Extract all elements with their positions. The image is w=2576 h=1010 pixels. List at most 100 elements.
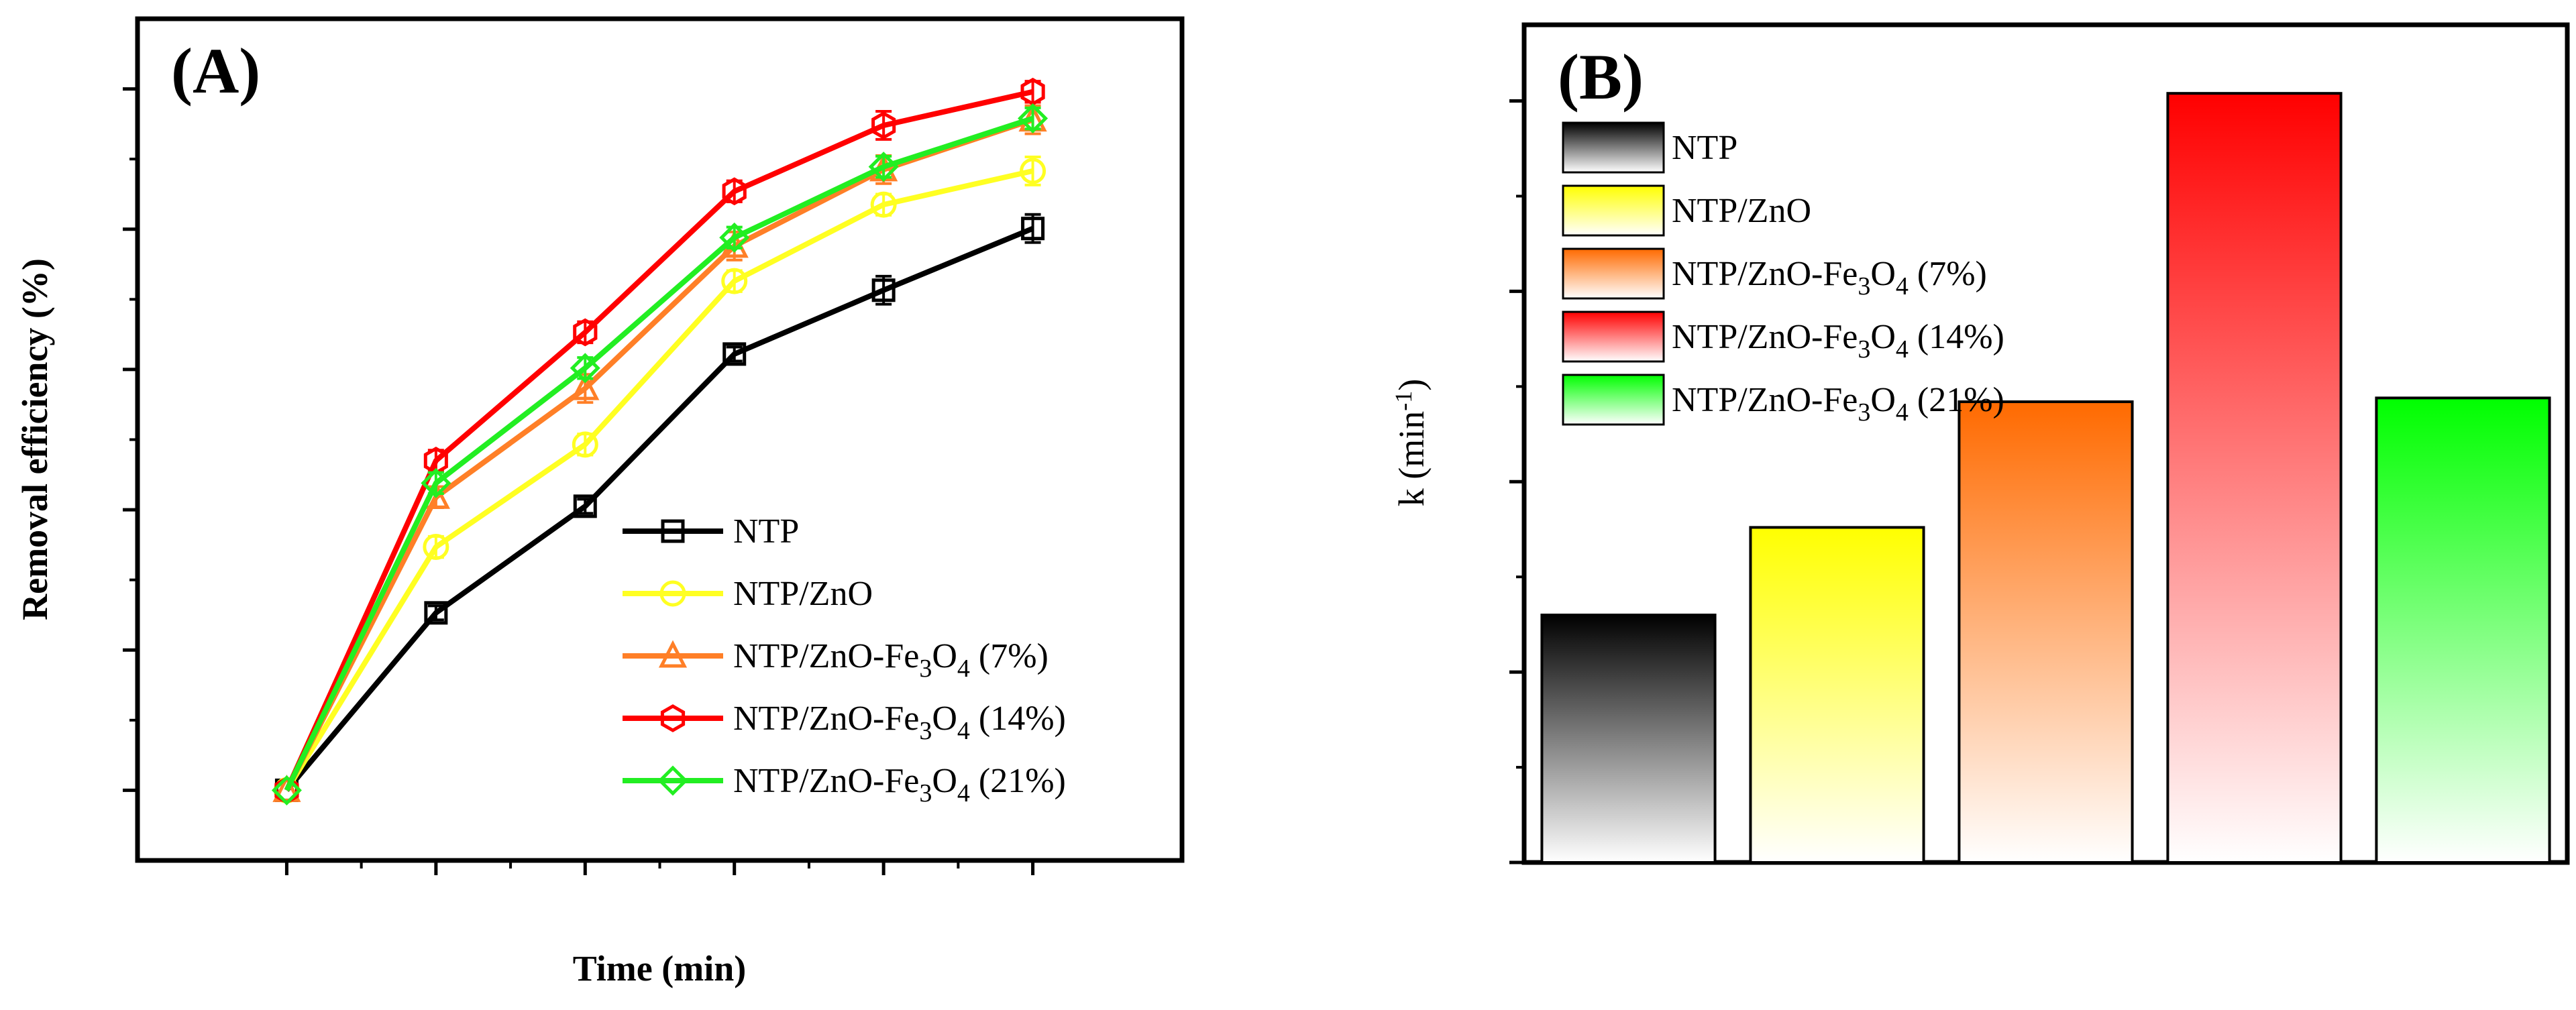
panel-a-legend-label-sub1: 3	[919, 717, 932, 745]
panel-a-data-point	[719, 222, 750, 253]
panel-a-legend-label-base: NTP/ZnO-Fe	[733, 637, 919, 675]
panel-a-data-point	[722, 342, 747, 366]
panel-b-legend-label-mid: O	[1870, 255, 1896, 293]
panel-a-data-point	[1018, 103, 1049, 134]
panel-a-data-point	[423, 534, 449, 561]
panel-b-bars-group	[1540, 92, 2551, 864]
panel-b-legend-label-sub1: 3	[1858, 398, 1870, 427]
panel-b-y-ticks	[1509, 99, 1524, 864]
panel-b-y-axis-title-superscript: -1	[1390, 391, 1417, 411]
panel-b-legend-label-mid: O	[1870, 381, 1896, 419]
panel-b-bar-0	[1540, 613, 1717, 864]
panel-b-y-axis-title-base: k (min	[1391, 411, 1432, 507]
panel-a-legend-label: NTP/ZnO-Fe3O4 (21%)	[733, 762, 1066, 807]
panel-a-series-3	[274, 77, 1045, 805]
panel-a-data-point	[722, 177, 747, 206]
panel-b-legend-label: NTP/ZnO-Fe3O4 (7%)	[1672, 255, 1987, 300]
panel-b-legend-label: NTP/ZnO-Fe3O4 (21%)	[1672, 381, 2004, 427]
panel-b-legend-label-base: NTP/ZnO	[1672, 192, 1811, 230]
panel-b-legend-label: NTP	[1672, 129, 1737, 167]
panel-a-data-point	[870, 191, 897, 218]
panel-a-legend-label-mid: O	[932, 762, 957, 800]
panel-b-legend-label-mid: O	[1870, 318, 1896, 356]
panel-a-legend-label-sub2: 4	[957, 717, 970, 745]
panel-b-legend-label-base: NTP/ZnO-Fe	[1672, 255, 1858, 293]
panel-a-data-point	[871, 278, 896, 302]
panel-a-series-line	[284, 115, 1034, 792]
panel-b-legend-label-tail: (14%)	[1909, 318, 2004, 356]
panel-b-label: (B)	[1558, 41, 1644, 113]
panel-a-x-axis-title: Time (min)	[573, 948, 746, 989]
panel-b-legend-label-tail: (7%)	[1909, 255, 1987, 293]
panel-b-legend-swatch	[1562, 374, 1665, 426]
panel-a-series-line	[284, 89, 1034, 792]
panel-b-legend-swatch	[1562, 311, 1665, 363]
panel-a-data-point	[721, 268, 748, 294]
panel-a-data-point	[570, 353, 600, 384]
panel-b-legend-label-sub2: 4	[1896, 398, 1909, 427]
panel-a-data-point	[1021, 217, 1045, 241]
panel-a-legend-label-base: NTP/ZnO-Fe	[733, 699, 919, 738]
panel-a-series-1	[273, 156, 1046, 803]
panel-b-legend-label-sub1: 3	[1858, 335, 1870, 363]
panel-a-data-point	[868, 152, 899, 182]
panel-b-legend-label-sub2: 4	[1896, 335, 1909, 363]
panel-a-legend-label-tail: (14%)	[970, 699, 1066, 738]
panel-a-legend-label-base: NTP	[733, 512, 799, 551]
panel-a-label: (A)	[171, 35, 260, 107]
panel-a-data-point	[571, 372, 600, 400]
panel-a-data-point	[572, 431, 598, 458]
panel-a-legend-label-sub2: 4	[957, 779, 970, 807]
panel-b-y-axis-title-tail: )	[1391, 379, 1432, 391]
panel-b-legend-swatch	[1562, 121, 1665, 174]
panel-a-legend-marker	[657, 765, 688, 796]
panel-b-legend-label-base: NTP	[1672, 129, 1737, 167]
panel-a-data-point	[871, 111, 896, 139]
panel-a-legend-label-sub2: 4	[957, 655, 970, 683]
panel-a-data-point	[573, 318, 598, 347]
panel-a-legend-label-tail: (7%)	[970, 637, 1049, 675]
panel-a-legend-label-base: NTP/ZnO-Fe	[733, 762, 919, 800]
panel-b-bar-4	[2375, 396, 2551, 864]
panel-a-x-ticks	[284, 860, 1035, 875]
panel-b-legend-label-sub1: 3	[1858, 272, 1870, 300]
panel-a-legend-label-tail: (21%)	[970, 762, 1066, 800]
panel-a-series-group	[271, 77, 1049, 805]
panel-a-data-point	[424, 601, 448, 625]
panel-a-legend-label-sub1: 3	[919, 779, 932, 807]
panel-b-legend-label-base: NTP/ZnO-Fe	[1672, 381, 1858, 419]
panel-b-y-axis-title: k (min-1)	[1390, 379, 1432, 506]
panel-a-legend-label: NTP/ZnO	[733, 575, 873, 613]
panel-a-legend-marker	[661, 519, 685, 543]
panel-a-data-point	[271, 775, 302, 805]
panel-a-y-axis-title: Removal efficiency (%)	[15, 258, 55, 620]
panel-a-line-chart: (A) Time (min) Removal efficiency (%) NT…	[15, 16, 1185, 989]
panel-b-legend-label-sub2: 4	[1896, 272, 1909, 300]
panel-b-legend-swatch	[1562, 247, 1665, 300]
panel-b-bar-1	[1749, 526, 1925, 864]
panel-a-legend-marker	[660, 704, 686, 732]
panel-b-legend-label: NTP/ZnO-Fe3O4 (14%)	[1672, 318, 2004, 363]
panel-b-legend-label-tail: (21%)	[1909, 381, 2004, 419]
panel-a-data-point	[421, 467, 451, 498]
panel-b-bar-2	[1957, 400, 2134, 864]
panel-b-bar-3	[2166, 92, 2343, 864]
panel-a-series-line	[284, 168, 1034, 792]
panel-a-legend-label-sub1: 3	[919, 655, 932, 683]
panel-a-legend-label: NTP/ZnO-Fe3O4 (14%)	[733, 699, 1066, 745]
panel-a-legend-label-mid: O	[932, 637, 957, 675]
panel-a-series-line	[284, 226, 1034, 792]
panel-a-legend-label: NTP/ZnO-Fe3O4 (7%)	[733, 637, 1049, 683]
panel-a-y-ticks	[123, 87, 138, 792]
panel-a-legend-marker	[658, 640, 688, 668]
panel-a-legend-marker	[659, 580, 686, 607]
panel-b-legend-label: NTP/ZnO	[1672, 192, 1811, 230]
panel-a-data-point	[272, 774, 301, 802]
panel-a-data-point	[573, 494, 597, 518]
panel-a-series-2	[272, 104, 1047, 802]
panel-a-legend-label-base: NTP/ZnO	[733, 575, 873, 613]
panel-a-legend-label-mid: O	[932, 699, 957, 738]
